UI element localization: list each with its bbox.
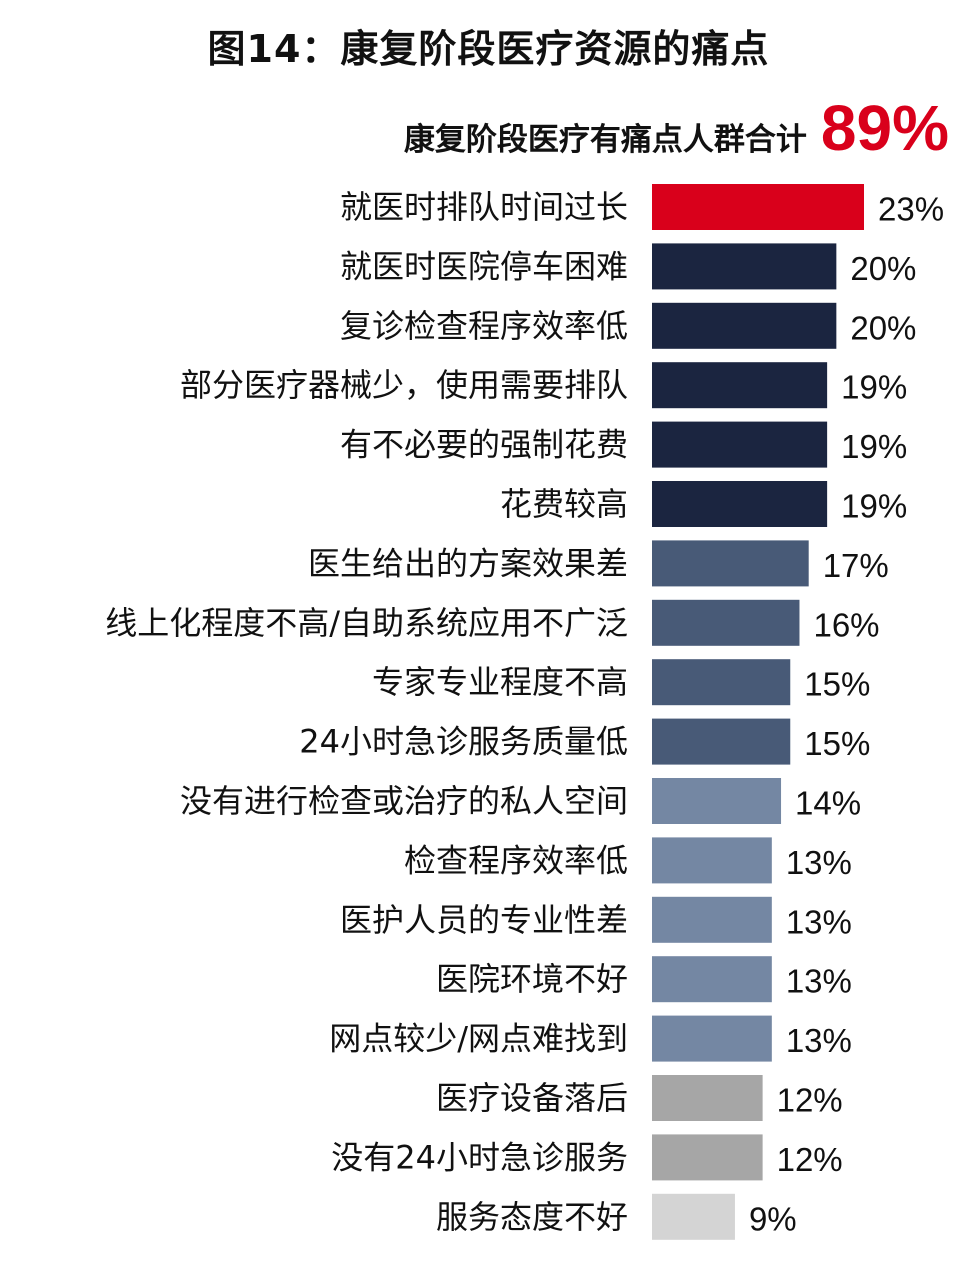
bar: [652, 1015, 772, 1062]
category-label: 就医时排队时间过长: [340, 188, 628, 226]
value-label: 12%: [777, 1141, 843, 1178]
bar: [652, 362, 828, 409]
category-label: 没有24小时急诊服务: [331, 1138, 628, 1176]
value-label: 13%: [786, 903, 852, 940]
bar: [652, 540, 809, 587]
category-label: 医疗设备落后: [436, 1079, 628, 1117]
bar: [652, 184, 864, 230]
value-label: 19%: [841, 488, 907, 525]
chart-title: 图14：康复阶段医疗资源的痛点: [207, 27, 770, 71]
bar: [652, 659, 791, 706]
category-label: 复诊检查程序效率低: [340, 307, 628, 345]
summary-label: 康复阶段医疗有痛点人群合计: [403, 122, 807, 158]
value-label: 23%: [878, 191, 944, 228]
value-label: 19%: [841, 428, 907, 465]
value-label: 9%: [749, 1200, 797, 1237]
category-label: 24小时急诊服务质量低: [299, 723, 628, 761]
category-label: 花费较高: [500, 485, 628, 523]
value-label: 15%: [804, 725, 870, 762]
value-label: 12%: [777, 1082, 843, 1119]
category-label: 有不必要的强制花费: [340, 426, 628, 464]
category-label: 没有进行检查或治疗的私人空间: [180, 782, 628, 820]
value-label: 13%: [786, 844, 852, 881]
bar: [652, 956, 772, 1003]
value-label: 16%: [813, 606, 879, 643]
value-label: 20%: [850, 309, 916, 346]
summary-value: 89%: [820, 92, 949, 164]
category-label: 就医时医院停车困难: [340, 247, 628, 285]
value-label: 14%: [795, 785, 861, 822]
bar: [652, 599, 800, 646]
summary-total: 康复阶段医疗有痛点人群合计 89%: [404, 96, 949, 160]
value-label: 19%: [841, 369, 907, 406]
category-label: 检查程序效率低: [404, 841, 628, 879]
bar: [652, 896, 772, 943]
category-label: 部分医疗器械少，使用需要排队: [180, 366, 628, 404]
category-label: 专家专业程度不高: [372, 663, 628, 701]
value-label: 20%: [850, 250, 916, 287]
value-label: 17%: [823, 547, 889, 584]
bar: [652, 421, 828, 468]
bar: [652, 837, 772, 884]
category-label: 医护人员的专业性差: [340, 901, 628, 939]
category-label: 线上化程度不高/自助系统应用不广泛: [105, 604, 628, 642]
value-label: 13%: [786, 1022, 852, 1059]
bar: [652, 1134, 763, 1181]
bar: [652, 481, 828, 527]
category-label: 医生给出的方案效果差: [308, 544, 628, 582]
bar: [652, 302, 837, 349]
category-label: 服务态度不好: [436, 1198, 628, 1236]
bar: [652, 778, 782, 824]
category-label: 网点较少/网点难找到: [329, 1020, 628, 1058]
category-label: 医院环境不好: [436, 960, 628, 998]
bar: [652, 718, 791, 765]
bar: [652, 1075, 763, 1121]
value-label: 13%: [786, 963, 852, 1000]
value-label: 15%: [804, 666, 870, 703]
bar: [652, 243, 837, 290]
bar: [652, 1193, 735, 1240]
